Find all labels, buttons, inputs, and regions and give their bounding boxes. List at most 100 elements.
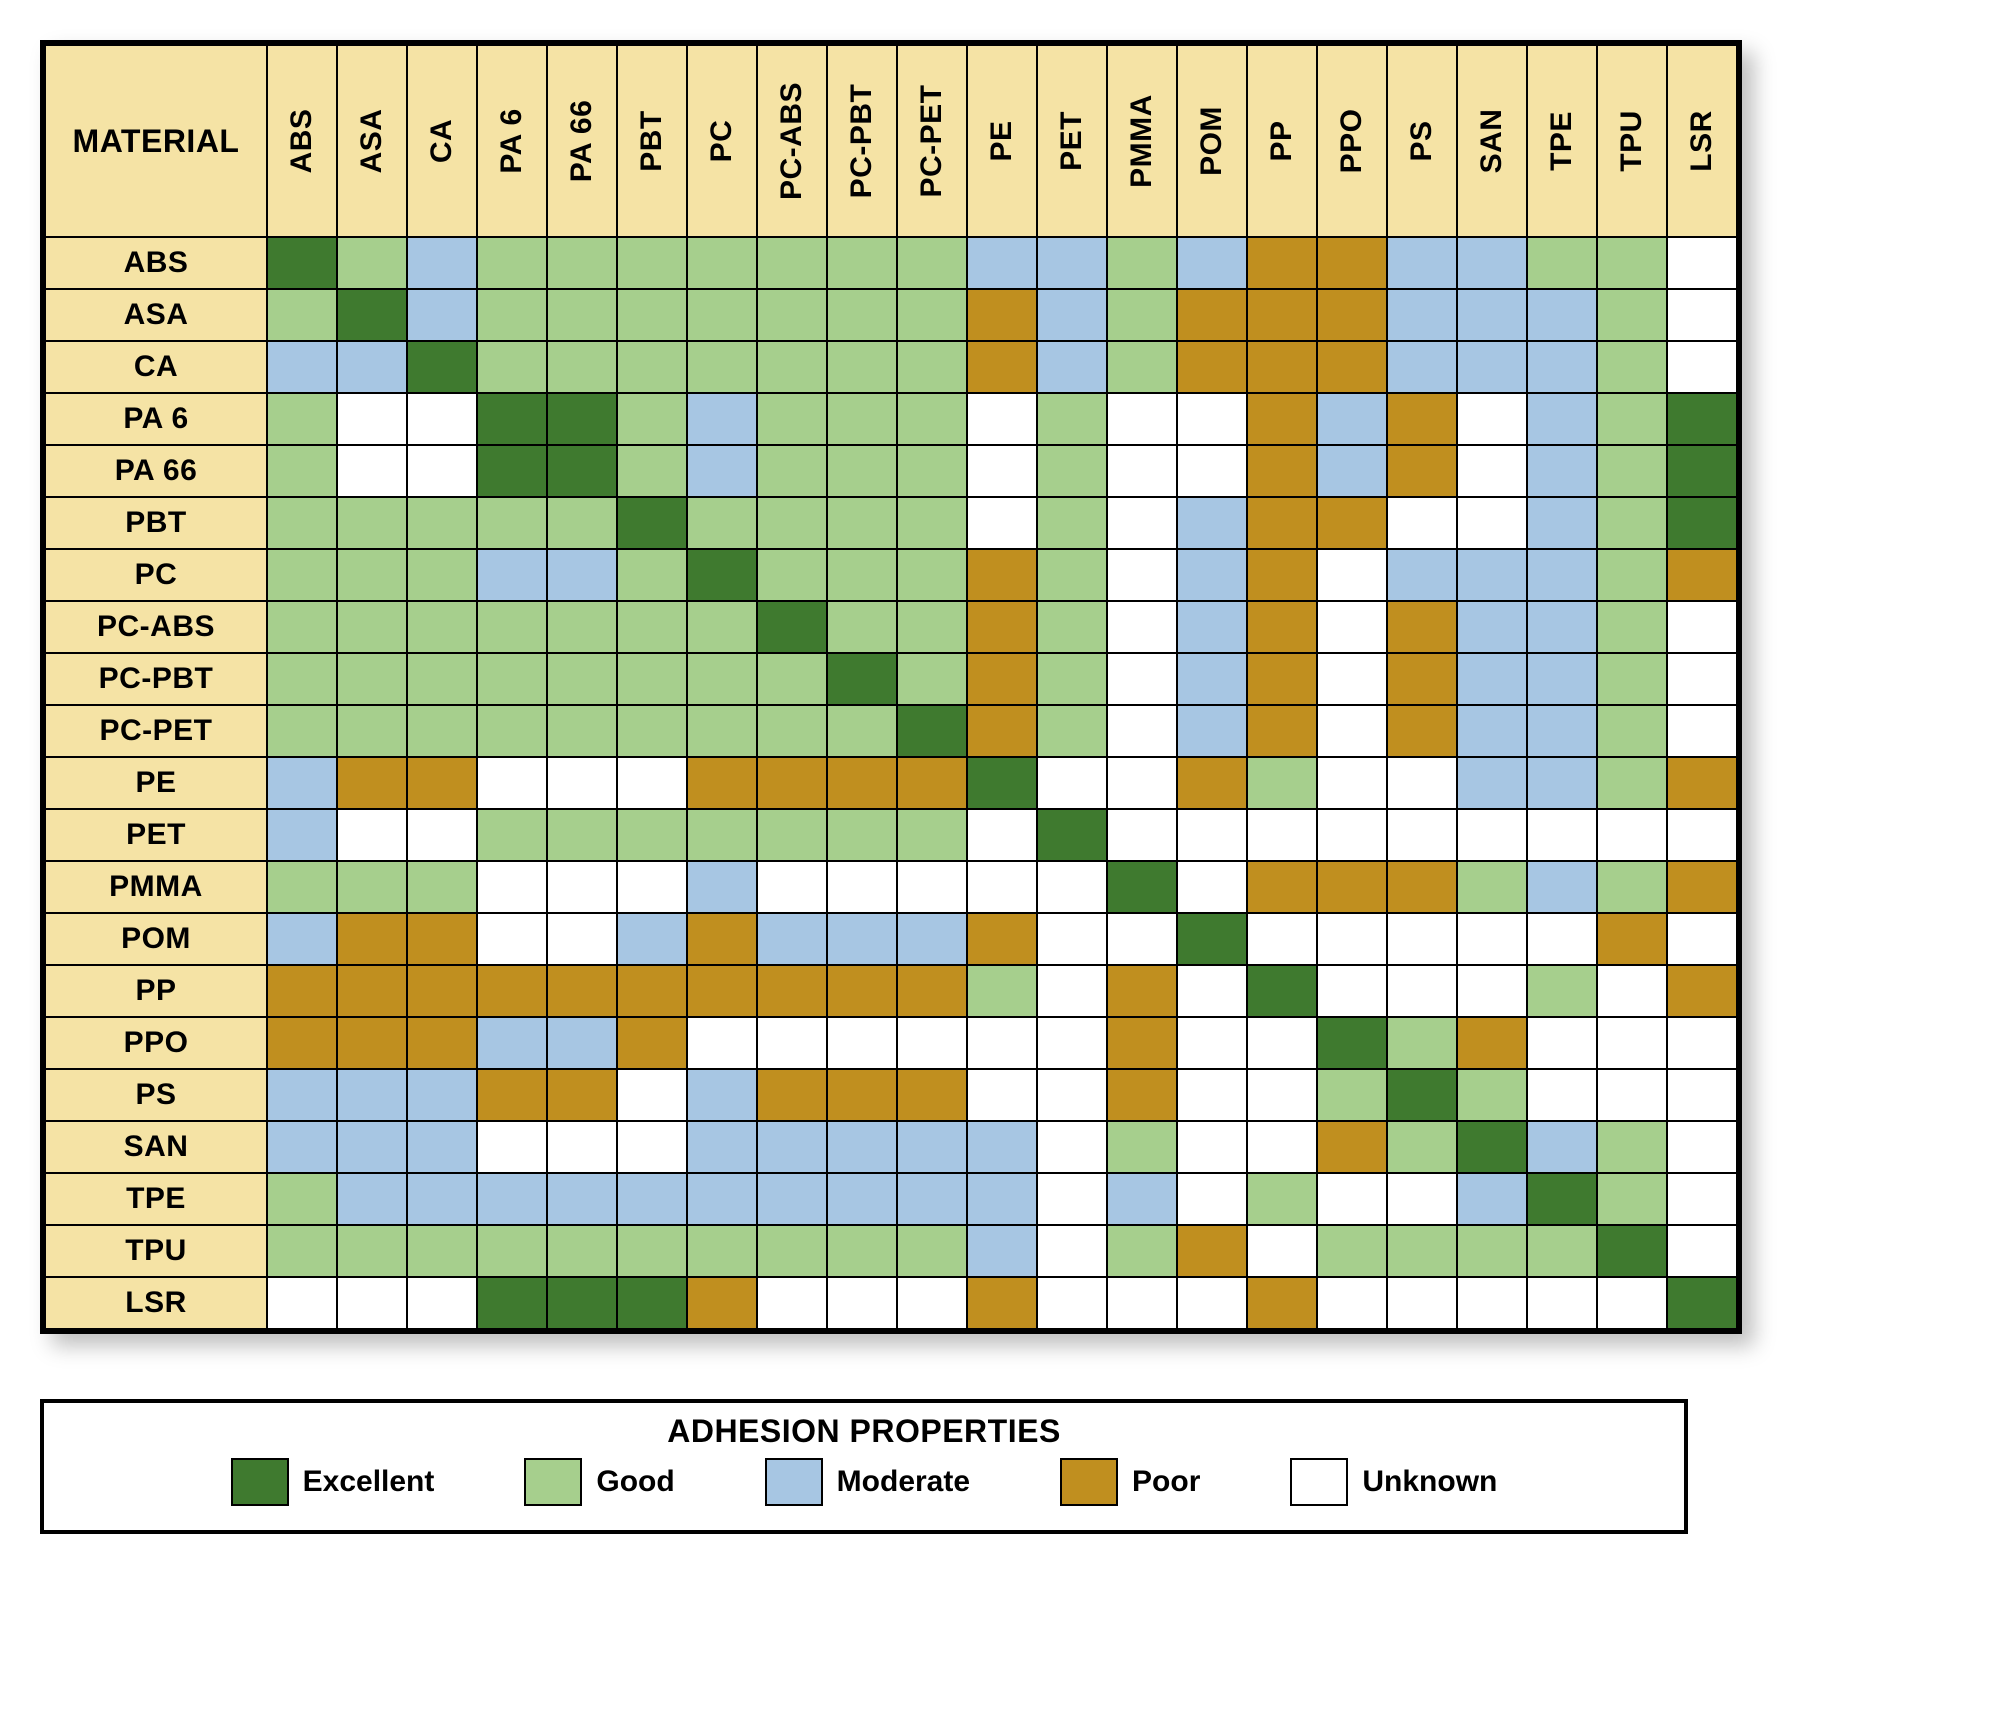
matrix-cell [967, 861, 1037, 913]
matrix-cell [1247, 445, 1317, 497]
matrix-cell [1597, 341, 1667, 393]
matrix-cell [617, 1017, 687, 1069]
matrix-cell [1597, 757, 1667, 809]
matrix-cell [1457, 965, 1527, 1017]
matrix-cell [1037, 1277, 1107, 1329]
col-header-label: PA 66 [565, 100, 599, 183]
matrix-cell [1317, 1277, 1387, 1329]
col-header-label: PBT [635, 110, 669, 172]
matrix-cell [897, 653, 967, 705]
matrix-cell [407, 237, 477, 289]
matrix-cell [1247, 965, 1317, 1017]
matrix-table: MATERIALABSASACAPA 6PA 66PBTPCPC-ABSPC-P… [44, 44, 1738, 1330]
matrix-cell [1247, 549, 1317, 601]
matrix-cell [1387, 653, 1457, 705]
matrix-cell [827, 1277, 897, 1329]
matrix-cell [1387, 913, 1457, 965]
col-header-label: PA 6 [495, 108, 529, 173]
matrix-cell [1247, 1225, 1317, 1277]
matrix-cell [1177, 965, 1247, 1017]
matrix-cell [897, 1121, 967, 1173]
matrix-cell [1597, 289, 1667, 341]
matrix-cell [1457, 1173, 1527, 1225]
matrix-cell [967, 549, 1037, 601]
matrix-cell [1667, 1017, 1737, 1069]
matrix-cell [267, 445, 337, 497]
matrix-cell [1387, 497, 1457, 549]
matrix-cell [1247, 393, 1317, 445]
matrix-cell [757, 1017, 827, 1069]
matrix-cell [897, 445, 967, 497]
matrix-cell [407, 601, 477, 653]
matrix-cell [687, 341, 757, 393]
matrix-cell [337, 1069, 407, 1121]
matrix-cell [477, 913, 547, 965]
matrix-cell [1527, 913, 1597, 965]
matrix-cell [1527, 861, 1597, 913]
matrix-cell [687, 1017, 757, 1069]
matrix-cell [1387, 1069, 1457, 1121]
matrix-cell [1527, 549, 1597, 601]
matrix-cell [827, 393, 897, 445]
matrix-cell [1037, 1069, 1107, 1121]
col-header-label: PC [705, 120, 739, 163]
legend-label: Moderate [837, 1465, 970, 1499]
matrix-cell [267, 861, 337, 913]
matrix-cell [897, 1017, 967, 1069]
matrix-cell [757, 1225, 827, 1277]
row-header: PA 6 [45, 393, 267, 445]
matrix-cell [617, 393, 687, 445]
matrix-cell [1247, 1017, 1317, 1069]
row-header: PA 66 [45, 445, 267, 497]
matrix-cell [757, 705, 827, 757]
matrix-cell [1317, 705, 1387, 757]
matrix-cell [267, 653, 337, 705]
matrix-cell [1667, 913, 1737, 965]
matrix-cell [827, 705, 897, 757]
matrix-cell [967, 341, 1037, 393]
matrix-cell [1177, 393, 1247, 445]
matrix-cell [547, 601, 617, 653]
matrix-cell [1667, 445, 1737, 497]
matrix-cell [337, 809, 407, 861]
row-header: PC-PBT [45, 653, 267, 705]
col-header-label: PS [1405, 120, 1439, 161]
matrix-cell [1457, 1017, 1527, 1069]
legend-label: Poor [1132, 1465, 1200, 1499]
matrix-cell [337, 393, 407, 445]
matrix-cell [1037, 913, 1107, 965]
matrix-cell [1107, 861, 1177, 913]
matrix-cell [617, 1225, 687, 1277]
matrix-cell [1107, 393, 1177, 445]
matrix-cell [1597, 237, 1667, 289]
matrix-cell [1457, 341, 1527, 393]
matrix-cell [267, 497, 337, 549]
matrix-cell [1037, 1225, 1107, 1277]
matrix-cell [967, 1173, 1037, 1225]
matrix-cell [1317, 445, 1387, 497]
matrix-cell [1387, 757, 1457, 809]
matrix-cell [477, 497, 547, 549]
matrix-cell [337, 861, 407, 913]
matrix-cell [1667, 1173, 1737, 1225]
matrix-cell [617, 705, 687, 757]
matrix-cell [827, 1017, 897, 1069]
matrix-cell [617, 1173, 687, 1225]
col-header-label: PPO [1335, 109, 1369, 174]
matrix-cell [477, 549, 547, 601]
matrix-cell [1037, 1121, 1107, 1173]
matrix-cell [1387, 1017, 1457, 1069]
legend: ADHESION PROPERTIES ExcellentGoodModerat… [40, 1399, 1688, 1534]
matrix-cell [617, 757, 687, 809]
matrix-cell [687, 601, 757, 653]
matrix-cell [337, 289, 407, 341]
col-header: PP [1247, 45, 1317, 237]
matrix-cell [897, 1225, 967, 1277]
row-header: ASA [45, 289, 267, 341]
matrix-cell [1317, 289, 1387, 341]
matrix-cell [1597, 1277, 1667, 1329]
col-header-label: TPU [1615, 110, 1649, 172]
matrix-cell [757, 601, 827, 653]
matrix-cell [1667, 549, 1737, 601]
matrix-cell [897, 393, 967, 445]
